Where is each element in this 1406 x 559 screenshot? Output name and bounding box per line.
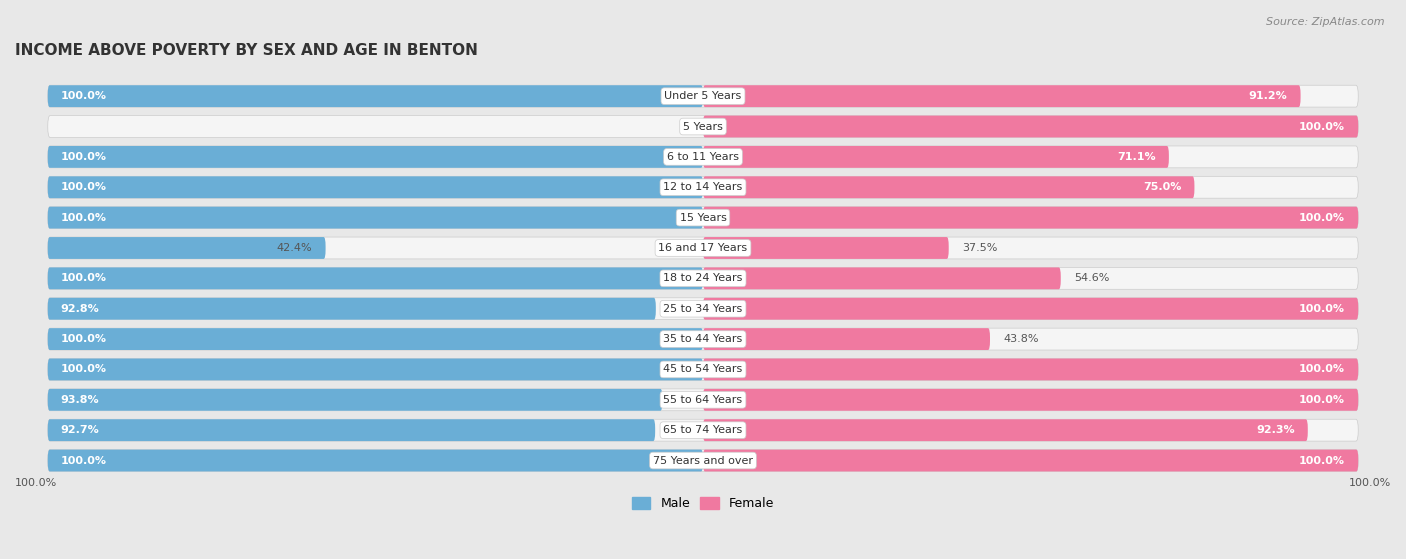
Text: 35 to 44 Years: 35 to 44 Years xyxy=(664,334,742,344)
FancyBboxPatch shape xyxy=(48,237,326,259)
FancyBboxPatch shape xyxy=(48,146,703,168)
FancyBboxPatch shape xyxy=(48,298,655,320)
FancyBboxPatch shape xyxy=(48,207,1358,229)
FancyBboxPatch shape xyxy=(703,328,990,350)
FancyBboxPatch shape xyxy=(48,176,703,198)
Text: 93.8%: 93.8% xyxy=(60,395,100,405)
FancyBboxPatch shape xyxy=(703,207,1358,229)
FancyBboxPatch shape xyxy=(48,146,1358,168)
Text: 100.0%: 100.0% xyxy=(60,152,107,162)
FancyBboxPatch shape xyxy=(48,389,662,411)
FancyBboxPatch shape xyxy=(48,419,1358,441)
FancyBboxPatch shape xyxy=(48,116,1358,138)
Text: 55 to 64 Years: 55 to 64 Years xyxy=(664,395,742,405)
Text: 100.0%: 100.0% xyxy=(60,334,107,344)
FancyBboxPatch shape xyxy=(703,298,1358,320)
FancyBboxPatch shape xyxy=(703,116,1358,138)
FancyBboxPatch shape xyxy=(48,419,655,441)
Text: 43.8%: 43.8% xyxy=(1002,334,1039,344)
FancyBboxPatch shape xyxy=(48,85,703,107)
Text: 92.8%: 92.8% xyxy=(60,304,100,314)
Text: 100.0%: 100.0% xyxy=(60,91,107,101)
Text: 100.0%: 100.0% xyxy=(1348,479,1391,489)
Text: 65 to 74 Years: 65 to 74 Years xyxy=(664,425,742,435)
Text: 54.6%: 54.6% xyxy=(1074,273,1109,283)
FancyBboxPatch shape xyxy=(48,267,703,290)
FancyBboxPatch shape xyxy=(48,328,1358,350)
Text: 100.0%: 100.0% xyxy=(1299,121,1346,131)
FancyBboxPatch shape xyxy=(48,267,1358,290)
Text: 100.0%: 100.0% xyxy=(60,364,107,375)
Text: 100.0%: 100.0% xyxy=(1299,364,1346,375)
Text: 45 to 54 Years: 45 to 54 Years xyxy=(664,364,742,375)
Legend: Male, Female: Male, Female xyxy=(627,491,779,515)
FancyBboxPatch shape xyxy=(703,146,1168,168)
Text: 100.0%: 100.0% xyxy=(1299,304,1346,314)
FancyBboxPatch shape xyxy=(703,389,1358,411)
Text: 100.0%: 100.0% xyxy=(60,273,107,283)
FancyBboxPatch shape xyxy=(703,176,1195,198)
FancyBboxPatch shape xyxy=(703,237,949,259)
Text: 92.7%: 92.7% xyxy=(60,425,100,435)
Text: 91.2%: 91.2% xyxy=(1249,91,1288,101)
Text: 5 Years: 5 Years xyxy=(683,121,723,131)
Text: 37.5%: 37.5% xyxy=(962,243,997,253)
Text: 42.4%: 42.4% xyxy=(277,243,312,253)
FancyBboxPatch shape xyxy=(48,85,1358,107)
Text: 100.0%: 100.0% xyxy=(15,479,58,489)
Text: 100.0%: 100.0% xyxy=(60,182,107,192)
FancyBboxPatch shape xyxy=(48,358,1358,380)
Text: 75 Years and over: 75 Years and over xyxy=(652,456,754,466)
FancyBboxPatch shape xyxy=(48,207,703,229)
FancyBboxPatch shape xyxy=(703,449,1358,471)
FancyBboxPatch shape xyxy=(703,419,1308,441)
Text: 75.0%: 75.0% xyxy=(1143,182,1181,192)
Text: 92.3%: 92.3% xyxy=(1256,425,1295,435)
Text: 100.0%: 100.0% xyxy=(1299,212,1346,222)
Text: 12 to 14 Years: 12 to 14 Years xyxy=(664,182,742,192)
FancyBboxPatch shape xyxy=(48,237,1358,259)
Text: 71.1%: 71.1% xyxy=(1118,152,1156,162)
FancyBboxPatch shape xyxy=(48,176,1358,198)
Text: 15 Years: 15 Years xyxy=(679,212,727,222)
Text: 25 to 34 Years: 25 to 34 Years xyxy=(664,304,742,314)
Text: 18 to 24 Years: 18 to 24 Years xyxy=(664,273,742,283)
Text: 100.0%: 100.0% xyxy=(1299,395,1346,405)
FancyBboxPatch shape xyxy=(703,85,1301,107)
FancyBboxPatch shape xyxy=(48,389,1358,411)
Text: 100.0%: 100.0% xyxy=(60,456,107,466)
Text: 16 and 17 Years: 16 and 17 Years xyxy=(658,243,748,253)
Text: 100.0%: 100.0% xyxy=(1299,456,1346,466)
FancyBboxPatch shape xyxy=(703,267,1060,290)
Text: 100.0%: 100.0% xyxy=(60,212,107,222)
FancyBboxPatch shape xyxy=(703,358,1358,380)
FancyBboxPatch shape xyxy=(48,358,703,380)
FancyBboxPatch shape xyxy=(48,449,703,471)
Text: INCOME ABOVE POVERTY BY SEX AND AGE IN BENTON: INCOME ABOVE POVERTY BY SEX AND AGE IN B… xyxy=(15,43,478,58)
FancyBboxPatch shape xyxy=(48,298,1358,320)
FancyBboxPatch shape xyxy=(48,449,1358,471)
Text: Source: ZipAtlas.com: Source: ZipAtlas.com xyxy=(1267,17,1385,27)
FancyBboxPatch shape xyxy=(48,328,703,350)
Text: Under 5 Years: Under 5 Years xyxy=(665,91,741,101)
Text: 6 to 11 Years: 6 to 11 Years xyxy=(666,152,740,162)
